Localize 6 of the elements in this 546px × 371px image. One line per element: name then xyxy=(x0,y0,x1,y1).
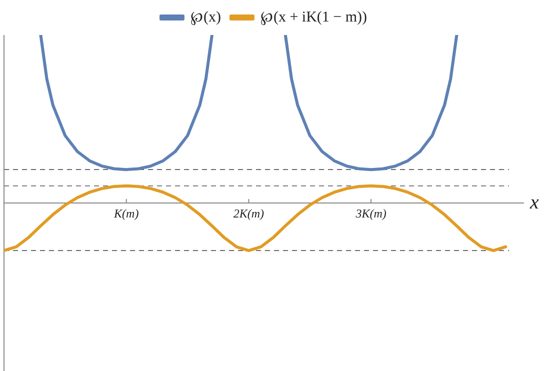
x-tick-label: 2K(m) xyxy=(233,206,264,220)
legend-label: ℘(x + iK(1 − m)) xyxy=(260,9,368,26)
x-tick-label: K(m) xyxy=(113,206,139,220)
x-axis-title: x xyxy=(529,191,539,214)
legend-label: ℘(x) xyxy=(190,9,221,26)
x-tick-label: 3K(m) xyxy=(354,206,386,220)
